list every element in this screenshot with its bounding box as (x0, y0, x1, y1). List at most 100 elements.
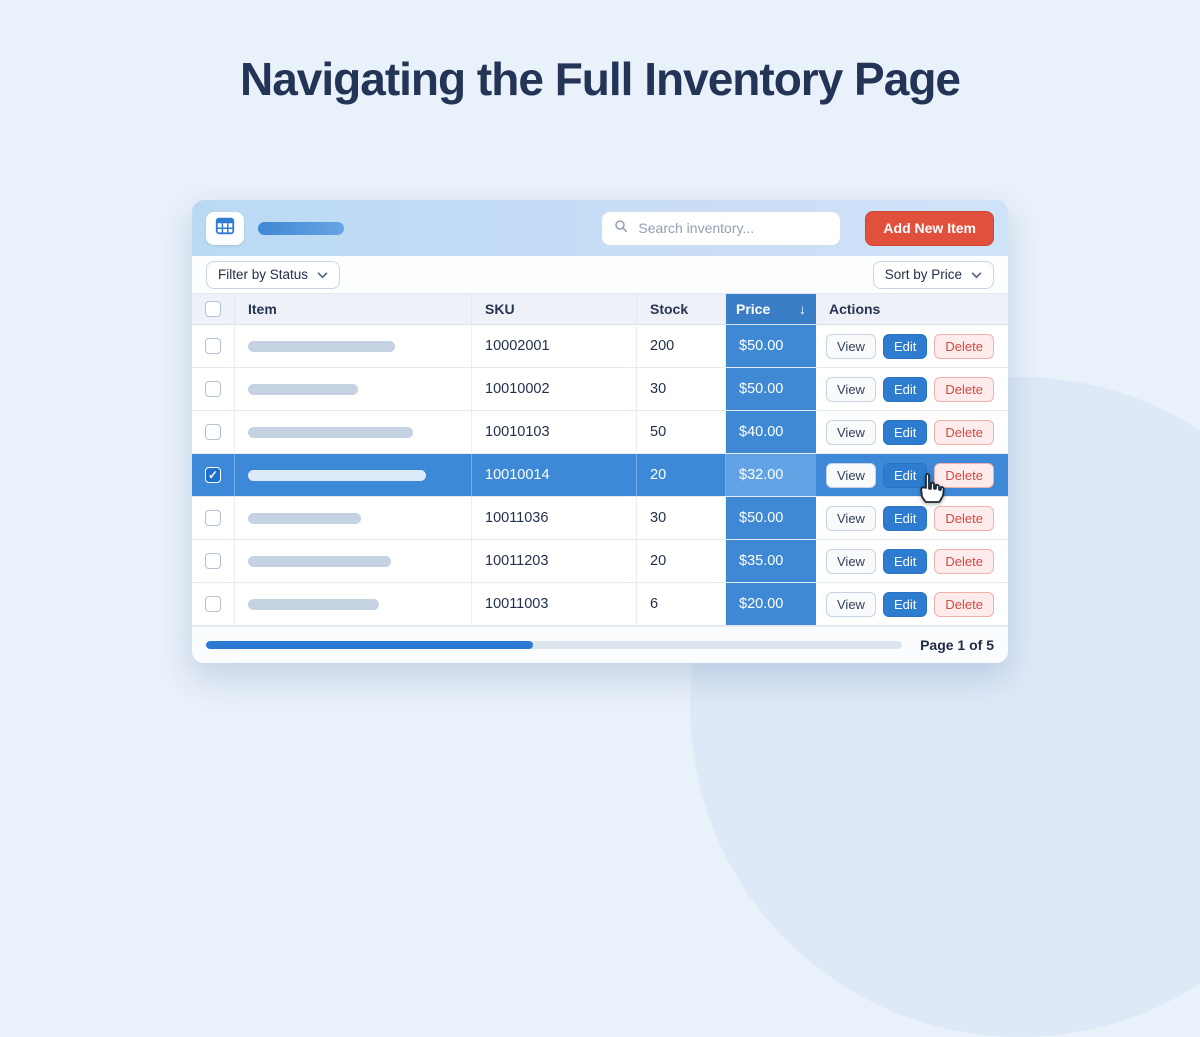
actions-cell: View Edit Delete (816, 454, 1008, 496)
item-name-placeholder (248, 598, 379, 610)
price-cell: $50.00 (726, 497, 816, 539)
delete-button[interactable]: Delete (934, 333, 994, 359)
table-row[interactable]: 10011203 20 $35.00 View Edit Delete (192, 540, 1008, 583)
filter-dropdown-label: Filter by Status (218, 267, 309, 282)
table-row[interactable]: 10002001 200 $50.00 View Edit Delete (192, 325, 1008, 368)
price-cell: $50.00 (726, 325, 816, 367)
actions-cell: View Edit Delete (816, 411, 1008, 453)
sku-cell: 10011003 (472, 583, 637, 625)
table-row[interactable]: 10010103 50 $40.00 View Edit Delete (192, 411, 1008, 454)
page-indicator: Page 1 of 5 (920, 637, 994, 653)
view-button[interactable]: View (826, 548, 876, 574)
row-checkbox-cell (192, 583, 235, 625)
table-row[interactable]: 10010002 30 $50.00 View Edit Delete (192, 368, 1008, 411)
stock-cell: 50 (637, 411, 726, 453)
item-cell (235, 497, 472, 539)
price-cell: $35.00 (726, 540, 816, 582)
chevron-down-icon (971, 267, 982, 282)
stock-cell: 30 (637, 497, 726, 539)
column-header-sku[interactable]: SKU (472, 294, 637, 324)
sku-cell: 10002001 (472, 325, 637, 367)
page-title: Navigating the Full Inventory Page (239, 53, 961, 105)
row-checkbox-cell (192, 325, 235, 367)
item-name-placeholder (248, 555, 391, 567)
view-button[interactable]: View (826, 505, 876, 531)
stock-cell: 200 (637, 325, 726, 367)
row-checkbox[interactable] (205, 553, 221, 569)
sort-dropdown-label: Sort by Price (884, 267, 962, 282)
filter-by-status-dropdown[interactable]: Filter by Status (206, 260, 341, 289)
actions-cell: View Edit Delete (816, 540, 1008, 582)
view-button[interactable]: View (826, 462, 876, 488)
price-header-label: Price (736, 301, 771, 317)
item-name-placeholder (248, 469, 426, 481)
actions-cell: View Edit Delete (816, 583, 1008, 625)
row-checkbox-cell (192, 454, 235, 496)
sku-cell: 10010014 (472, 454, 637, 496)
item-name-placeholder (248, 512, 361, 524)
actions-cell: View Edit Delete (816, 325, 1008, 367)
table-body: 10002001 200 $50.00 View Edit Delete 100… (192, 325, 1008, 626)
item-cell (235, 411, 472, 453)
row-checkbox[interactable] (205, 510, 221, 526)
column-header-item[interactable]: Item (235, 294, 472, 324)
edit-button[interactable]: Edit (882, 376, 928, 402)
table-footer: Page 1 of 5 (192, 626, 1008, 663)
price-cell: $32.00 (726, 454, 816, 496)
item-cell (235, 325, 472, 367)
delete-button[interactable]: Delete (934, 376, 994, 402)
column-header-price[interactable]: Price ↓ (726, 294, 816, 324)
table-row[interactable]: 10010014 20 $32.00 View Edit Delete (192, 454, 1008, 497)
sku-cell: 10011036 (472, 497, 637, 539)
inventory-app-window: Add New Item Filter by Status Sort by Pr… (192, 200, 1008, 663)
table-header-row: Item SKU Stock Price ↓ Actions (192, 294, 1008, 325)
select-all-checkbox[interactable] (205, 301, 221, 317)
row-checkbox-cell (192, 368, 235, 410)
row-checkbox[interactable] (205, 424, 221, 440)
view-button[interactable]: View (826, 419, 876, 445)
pagination-progress-track[interactable] (206, 641, 903, 649)
edit-button[interactable]: Edit (882, 591, 928, 617)
item-cell (235, 454, 472, 496)
toolbar: Filter by Status Sort by Price (192, 256, 1008, 294)
delete-button[interactable]: Delete (934, 591, 994, 617)
actions-cell: View Edit Delete (816, 497, 1008, 539)
item-cell (235, 583, 472, 625)
row-checkbox-cell (192, 411, 235, 453)
app-logo-tile (206, 211, 244, 245)
stock-cell: 6 (637, 583, 726, 625)
stock-cell: 20 (637, 540, 726, 582)
delete-button[interactable]: Delete (934, 419, 994, 445)
table-row[interactable]: 10011003 6 $20.00 View Edit Delete (192, 583, 1008, 626)
row-checkbox[interactable] (205, 338, 221, 354)
sort-descending-icon: ↓ (799, 301, 806, 317)
progress-fill (206, 641, 534, 649)
edit-button[interactable]: Edit (882, 505, 928, 531)
view-button[interactable]: View (826, 333, 876, 359)
sort-by-price-dropdown[interactable]: Sort by Price (872, 260, 994, 289)
delete-button[interactable]: Delete (934, 505, 994, 531)
row-checkbox[interactable] (205, 467, 221, 483)
price-cell: $40.00 (726, 411, 816, 453)
column-header-stock[interactable]: Stock (637, 294, 726, 324)
table-row[interactable]: 10011036 30 $50.00 View Edit Delete (192, 497, 1008, 540)
delete-button[interactable]: Delete (934, 462, 994, 488)
item-name-placeholder (248, 340, 395, 352)
search-input[interactable] (638, 220, 830, 236)
add-new-item-button[interactable]: Add New Item (865, 210, 994, 246)
row-checkbox[interactable] (205, 381, 221, 397)
view-button[interactable]: View (826, 591, 876, 617)
edit-button[interactable]: Edit (882, 462, 928, 488)
price-cell: $20.00 (726, 583, 816, 625)
search-box[interactable] (601, 210, 842, 246)
edit-button[interactable]: Edit (882, 419, 928, 445)
delete-button[interactable]: Delete (934, 548, 994, 574)
stock-cell: 20 (637, 454, 726, 496)
inventory-table-icon (214, 215, 236, 242)
actions-cell: View Edit Delete (816, 368, 1008, 410)
row-checkbox[interactable] (205, 596, 221, 612)
edit-button[interactable]: Edit (882, 548, 928, 574)
sku-cell: 10011203 (472, 540, 637, 582)
view-button[interactable]: View (826, 376, 876, 402)
edit-button[interactable]: Edit (882, 333, 928, 359)
